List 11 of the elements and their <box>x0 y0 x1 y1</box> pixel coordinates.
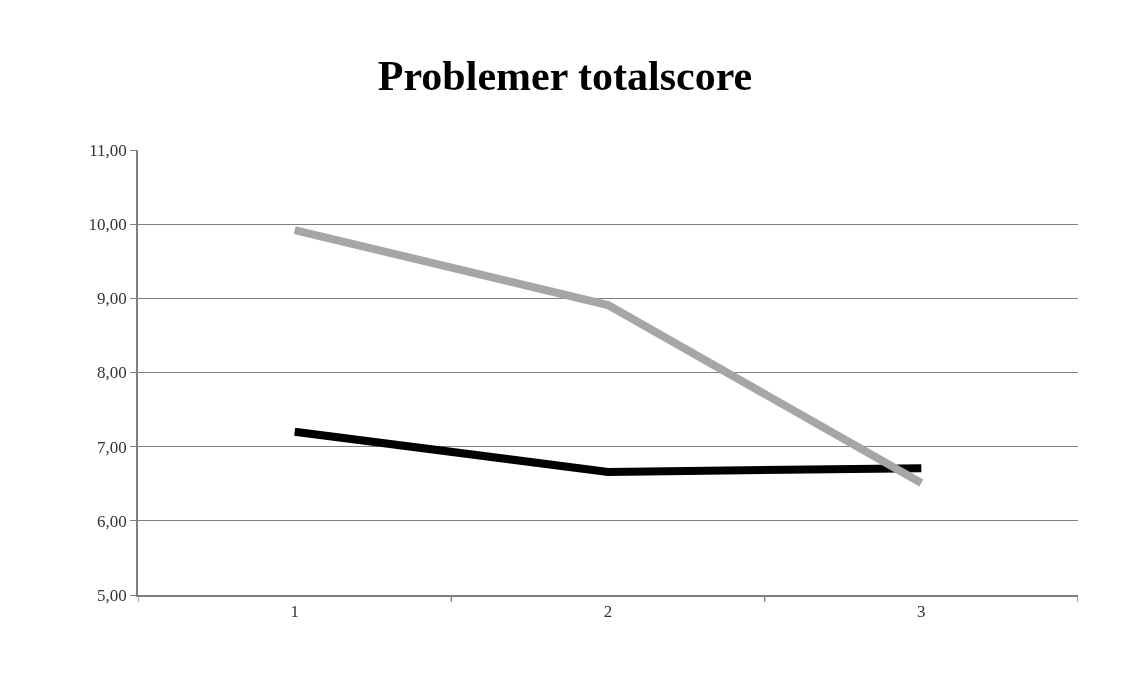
x-tick-label: 3 <box>917 602 926 622</box>
y-tick-label: 8,00 <box>97 363 127 383</box>
y-tick-label: 9,00 <box>97 289 127 309</box>
y-tick-label: 10,00 <box>88 215 127 235</box>
y-tick-label: 7,00 <box>97 437 127 457</box>
chart-title: Problemer totalscore <box>377 52 753 99</box>
x-tick-label: 2 <box>603 602 613 622</box>
y-tick-label: 5,00 <box>97 585 127 605</box>
y-tick-label: 11,00 <box>89 140 127 160</box>
x-tick-label: 1 <box>290 602 299 622</box>
y-tick-label: 6,00 <box>97 511 127 531</box>
